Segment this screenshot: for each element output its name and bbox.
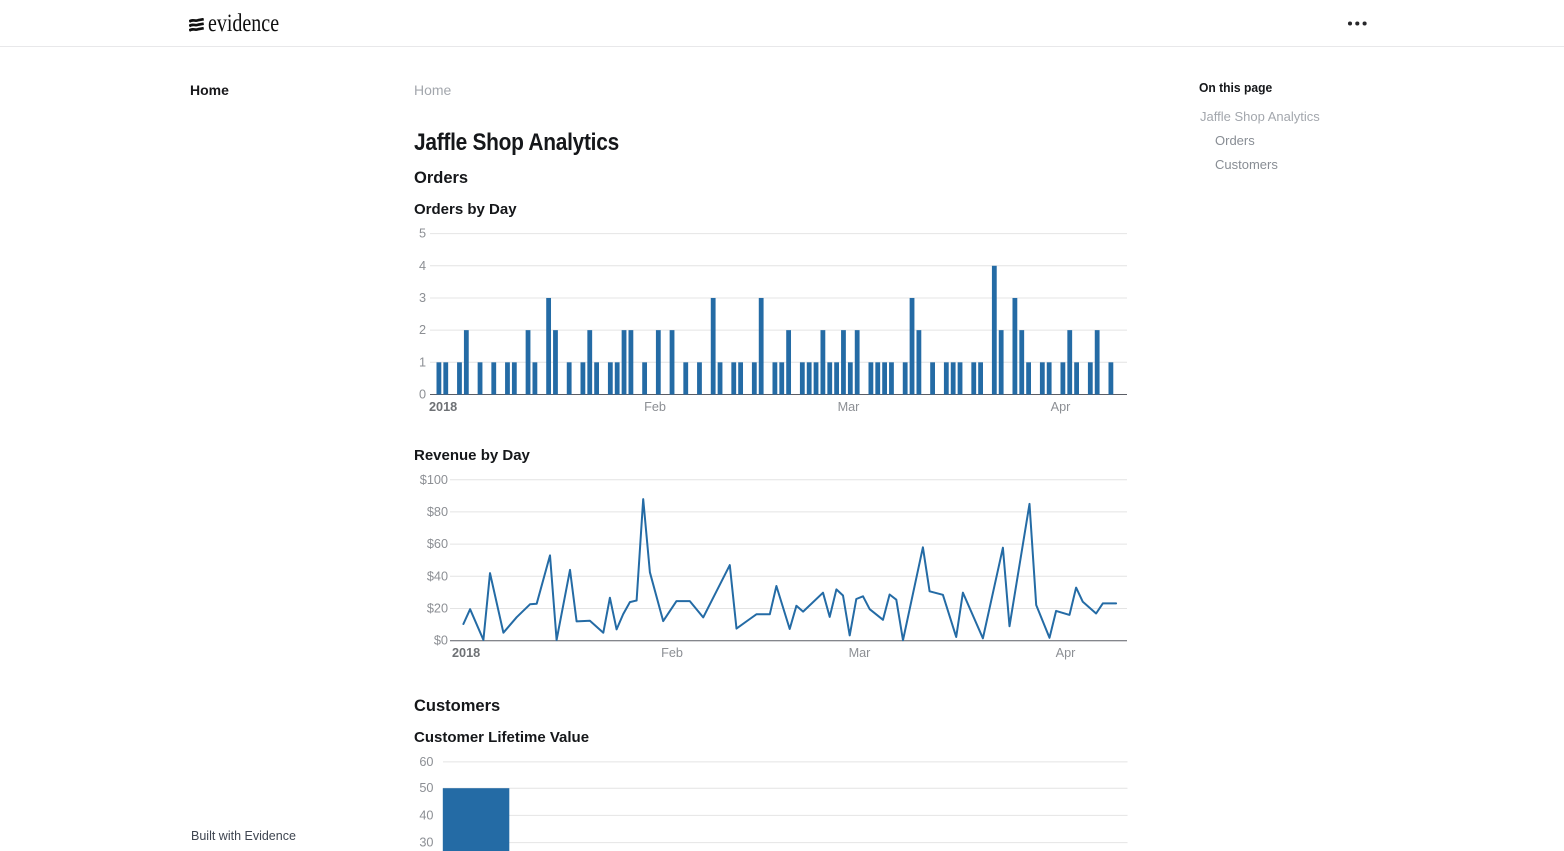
svg-text:30: 30 [419, 836, 433, 850]
svg-text:1: 1 [419, 355, 426, 369]
svg-text:40: 40 [419, 808, 433, 822]
svg-text:$20: $20 [427, 602, 448, 616]
svg-text:$40: $40 [427, 569, 448, 583]
svg-text:Apr: Apr [1056, 646, 1077, 660]
svg-text:$60: $60 [427, 537, 448, 551]
svg-text:Mar: Mar [849, 646, 872, 660]
svg-text:2: 2 [419, 323, 426, 337]
svg-text:2018: 2018 [429, 400, 457, 414]
svg-text:5: 5 [419, 227, 426, 241]
svg-text:2018: 2018 [452, 646, 480, 660]
svg-text:Mar: Mar [838, 400, 861, 414]
svg-text:3: 3 [419, 291, 426, 305]
svg-text:0: 0 [419, 388, 426, 402]
svg-text:4: 4 [419, 259, 426, 273]
svg-text:$80: $80 [427, 505, 448, 519]
svg-text:50: 50 [419, 781, 433, 795]
svg-text:$100: $100 [420, 473, 448, 487]
svg-text:Apr: Apr [1051, 400, 1072, 414]
svg-text:Feb: Feb [644, 400, 666, 414]
svg-text:Feb: Feb [661, 646, 683, 660]
svg-text:$0: $0 [434, 634, 448, 648]
svg-text:60: 60 [419, 755, 433, 769]
